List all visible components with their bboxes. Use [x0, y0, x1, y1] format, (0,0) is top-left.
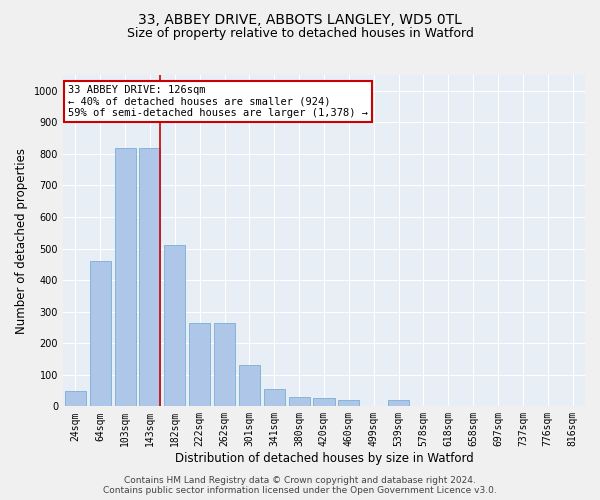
X-axis label: Distribution of detached houses by size in Watford: Distribution of detached houses by size … — [175, 452, 473, 465]
Bar — [289, 397, 310, 406]
Y-axis label: Number of detached properties: Number of detached properties — [15, 148, 28, 334]
Bar — [214, 322, 235, 406]
Bar — [89, 261, 111, 406]
Text: Size of property relative to detached houses in Watford: Size of property relative to detached ho… — [127, 28, 473, 40]
Bar — [313, 398, 335, 406]
Text: 33 ABBEY DRIVE: 126sqm
← 40% of detached houses are smaller (924)
59% of semi-de: 33 ABBEY DRIVE: 126sqm ← 40% of detached… — [68, 85, 368, 118]
Bar — [388, 400, 409, 406]
Bar — [263, 389, 285, 406]
Bar — [239, 366, 260, 406]
Text: 33, ABBEY DRIVE, ABBOTS LANGLEY, WD5 0TL: 33, ABBEY DRIVE, ABBOTS LANGLEY, WD5 0TL — [138, 12, 462, 26]
Bar — [139, 148, 160, 406]
Text: Contains HM Land Registry data © Crown copyright and database right 2024.
Contai: Contains HM Land Registry data © Crown c… — [103, 476, 497, 495]
Bar — [164, 246, 185, 406]
Bar — [189, 322, 210, 406]
Bar — [65, 390, 86, 406]
Bar — [338, 400, 359, 406]
Bar — [115, 148, 136, 406]
